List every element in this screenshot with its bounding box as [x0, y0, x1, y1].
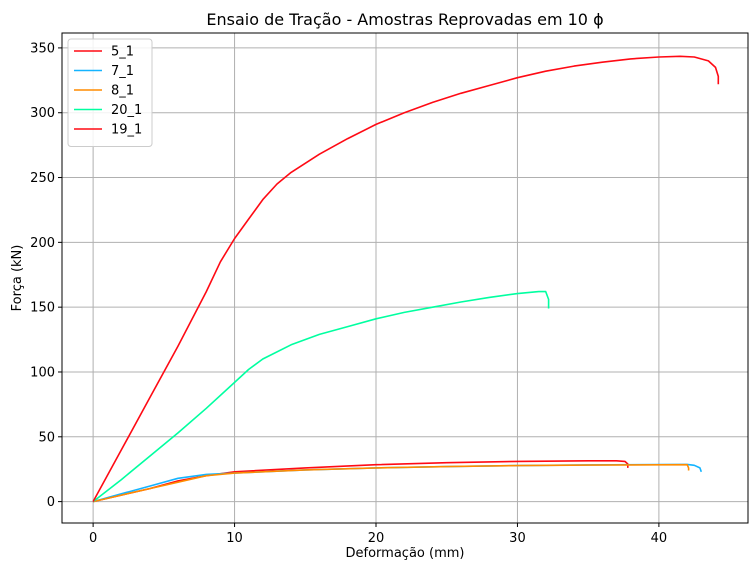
y-tick-label: 300 [30, 106, 55, 121]
x-tick-label: 10 [226, 531, 243, 546]
legend-box [67, 38, 153, 147]
axis-ticks: 0 10 20 30 40 0 50 100 150 200 250 300 350 [30, 41, 667, 546]
legend: 5_1 7_1 8_1 20_1 19_1 [67, 38, 153, 147]
y-tick-label: 0 [47, 495, 55, 510]
plot-lines [92, 55, 720, 503]
series-line-20_1 [92, 290, 550, 503]
chart-title: Ensaio de Tração - Amostras Reprovadas e… [206, 10, 603, 29]
x-tick-label: 0 [89, 531, 97, 546]
x-tick-label: 30 [509, 531, 526, 546]
x-tick-label: 20 [368, 531, 385, 546]
legend-label: 20_1 [111, 103, 142, 118]
legend-label: 7_1 [111, 64, 134, 79]
y-tick-label: 200 [30, 236, 55, 251]
y-tick-label: 150 [30, 301, 55, 316]
series-line-19_1 [92, 55, 720, 502]
y-tick-label: 250 [30, 171, 55, 186]
y-tick-label: 350 [30, 41, 55, 56]
plot-frame [61, 32, 749, 524]
y-tick-label: 50 [38, 430, 55, 445]
x-axis-label: Deformação (mm) [346, 546, 465, 561]
y-axis-label: Força (kN) [10, 245, 25, 312]
grid [62, 33, 748, 523]
legend-label: 19_1 [111, 123, 142, 138]
x-tick-label: 40 [651, 531, 668, 546]
legend-label: 5_1 [111, 45, 134, 60]
y-tick-label: 100 [30, 365, 55, 380]
series-line-8_1 [92, 463, 690, 503]
legend-label: 8_1 [111, 84, 134, 99]
